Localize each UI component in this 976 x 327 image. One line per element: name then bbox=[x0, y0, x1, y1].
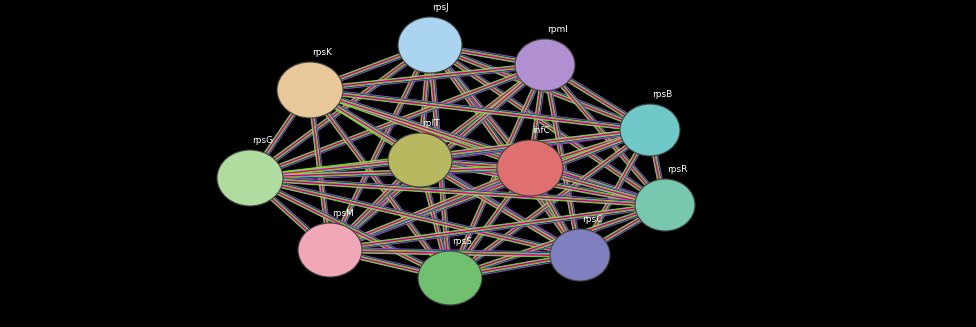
Text: rpsJ: rpsJ bbox=[432, 3, 449, 12]
Text: rpsR: rpsR bbox=[667, 165, 687, 174]
Ellipse shape bbox=[550, 229, 610, 281]
Ellipse shape bbox=[398, 17, 462, 73]
Ellipse shape bbox=[217, 150, 283, 206]
Text: rpml: rpml bbox=[547, 25, 568, 34]
Ellipse shape bbox=[620, 104, 680, 156]
Text: rpsG: rpsG bbox=[252, 136, 273, 145]
Ellipse shape bbox=[388, 133, 452, 187]
Ellipse shape bbox=[418, 251, 482, 305]
Text: rpsC: rpsC bbox=[582, 215, 602, 224]
Ellipse shape bbox=[515, 39, 575, 91]
Text: rplT: rplT bbox=[422, 119, 439, 128]
Text: rpsS: rpsS bbox=[452, 237, 471, 246]
Ellipse shape bbox=[497, 140, 563, 196]
Text: rpsB: rpsB bbox=[652, 90, 672, 99]
Text: rpsM: rpsM bbox=[332, 209, 354, 218]
Text: rpsK: rpsK bbox=[312, 48, 332, 57]
Ellipse shape bbox=[298, 223, 362, 277]
Ellipse shape bbox=[635, 179, 695, 231]
Ellipse shape bbox=[277, 62, 343, 118]
Text: infC: infC bbox=[532, 126, 549, 135]
